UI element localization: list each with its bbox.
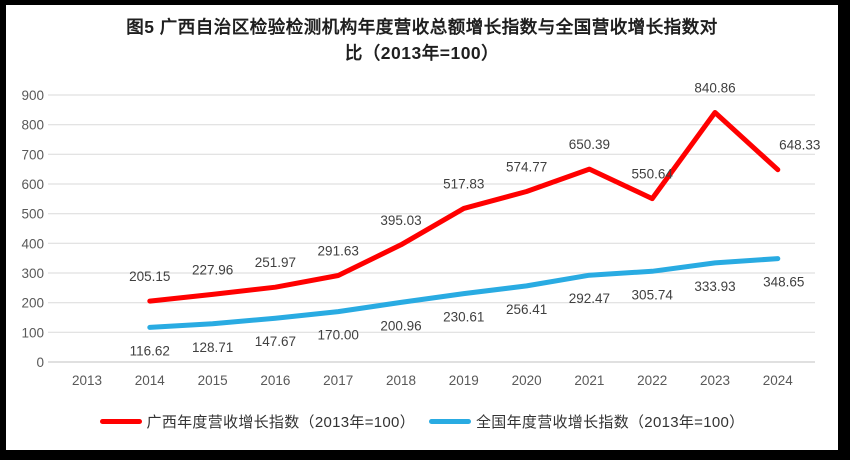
legend-item-national: 全国年度营收增长指数（2013年=100） [429, 411, 744, 432]
data-label: 200.96 [380, 318, 421, 333]
data-label: 517.83 [443, 176, 484, 191]
y-axis-tick: 300 [21, 266, 44, 281]
data-label: 291.63 [318, 244, 359, 259]
national-series-marker [429, 419, 471, 424]
series-line-1 [147, 256, 781, 330]
data-label: 348.65 [763, 275, 804, 290]
national-series-label: 全国年度营收增长指数（2013年=100） [476, 414, 745, 431]
data-label: 840.86 [694, 81, 735, 96]
x-axis-tick: 2014 [135, 373, 166, 388]
x-axis-tick: 2019 [449, 373, 479, 388]
y-axis-tick: 600 [21, 177, 44, 192]
guangxi-series-marker [99, 419, 142, 424]
x-axis-tick: 2021 [574, 373, 604, 388]
x-axis-tick: 2023 [700, 373, 730, 388]
y-axis-tick: 0 [36, 355, 44, 370]
y-axis-tick: 700 [21, 147, 44, 162]
legend-item-guangxi: 广西年度营收增长指数（2013年=100） [99, 411, 415, 432]
line-chart-plot: 0 100 200 300 400 500 600 700 800 900 2013 2014 2015… [21, 81, 820, 389]
chart-title-line2: 比（2013年=100） [344, 43, 500, 63]
chart-legend: 广西年度营收增长指数（2013年=100） 全国年度营收增长指数（2013年=1… [6, 411, 838, 432]
y-axis-tick: 500 [21, 207, 44, 222]
y-axis-tick: 200 [21, 296, 44, 311]
data-label: 116.62 [130, 343, 170, 358]
chart-title: 图5 广西自治区检验检测机构年度营收总额增长指数与全国营收增长指数对 比（201… [6, 14, 838, 66]
data-label: 650.39 [569, 137, 610, 152]
data-label: 147.67 [255, 334, 296, 349]
y-axis-tick: 400 [21, 236, 44, 251]
data-label: 128.71 [192, 340, 233, 355]
guangxi-series-label: 广西年度营收增长指数（2013年=100） [146, 414, 415, 431]
data-label: 550.64 [632, 167, 674, 182]
data-label: 251.97 [255, 255, 296, 270]
data-label: 256.41 [506, 302, 547, 317]
x-axis-tick: 2020 [512, 373, 542, 388]
data-label: 292.47 [569, 291, 610, 306]
series-line-0 [147, 110, 781, 304]
x-axis-tick: 2024 [763, 373, 794, 388]
data-label: 574.77 [506, 160, 547, 175]
data-label: 227.96 [192, 262, 233, 277]
data-label: 170.00 [318, 328, 359, 343]
data-label: 333.93 [694, 279, 735, 294]
x-axis-tick: 2018 [386, 373, 416, 388]
x-axis-tick: 2016 [260, 373, 290, 388]
y-axis-tick: 900 [21, 88, 44, 103]
x-axis-tick: 2013 [72, 373, 102, 388]
chart-canvas: 图5 广西自治区检验检测机构年度营收总额增长指数与全国营收增长指数对 比（201… [6, 5, 838, 450]
y-axis-tick: 800 [21, 118, 44, 133]
x-axis-tick: 2015 [198, 373, 228, 388]
chart-title-line1: 图5 广西自治区检验检测机构年度营收总额增长指数与全国营收增长指数对 [126, 17, 718, 37]
y-axis-tick: 100 [21, 325, 44, 340]
data-label: 230.61 [443, 310, 484, 325]
data-label: 305.74 [632, 287, 674, 302]
x-axis-tick: 2022 [637, 373, 667, 388]
data-label: 648.33 [779, 138, 820, 153]
data-label: 395.03 [380, 213, 421, 228]
data-label: 205.15 [129, 269, 170, 284]
x-axis-tick: 2017 [323, 373, 353, 388]
